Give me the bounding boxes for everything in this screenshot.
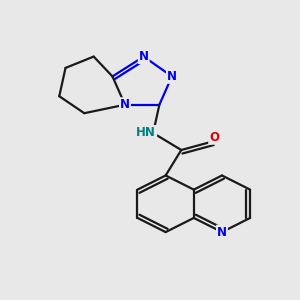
Text: N: N — [139, 50, 149, 63]
Text: N: N — [167, 70, 177, 83]
Text: N: N — [217, 226, 227, 238]
Text: HN: HN — [136, 126, 156, 139]
Text: N: N — [120, 98, 130, 111]
Text: O: O — [209, 131, 219, 144]
